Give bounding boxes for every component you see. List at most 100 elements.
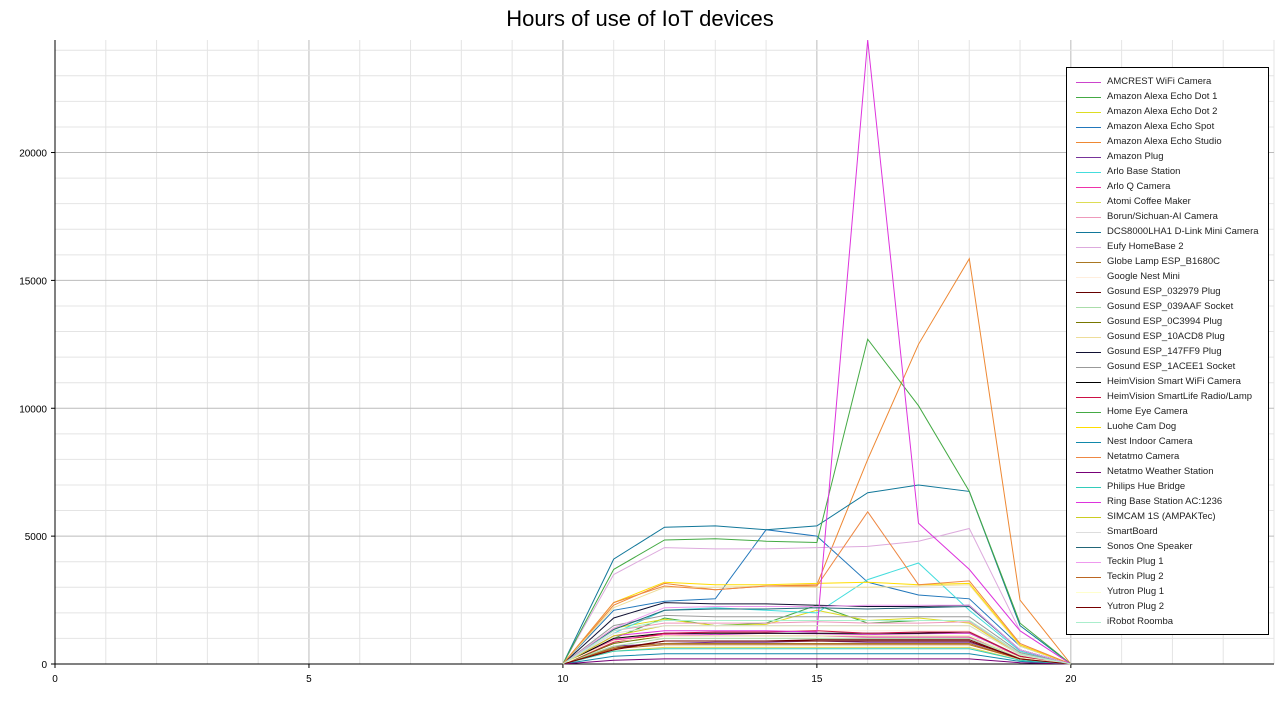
series-line: [562, 562, 1071, 665]
legend-item: Atomi Coffee Maker: [1067, 195, 1267, 210]
series-line: [562, 646, 1071, 665]
x-tick-label: 0: [52, 674, 58, 685]
legend-label: SmartBoard: [1107, 526, 1158, 537]
legend-label: iRobot Roomba: [1107, 616, 1174, 627]
series-lines: [562, 39, 1072, 665]
series-line: [562, 39, 1072, 665]
legend-label: Gosund ESP_1ACEE1 Socket: [1107, 361, 1236, 372]
series-line: [562, 614, 1071, 665]
legend-item: Netatmo Weather Station: [1067, 465, 1267, 480]
legend-item: Sonos One Speaker: [1067, 540, 1267, 555]
legend-swatch: [1076, 247, 1101, 248]
y-tick-label: 5000: [25, 532, 48, 543]
legend-label: Gosund ESP_10ACD8 Plug: [1107, 331, 1225, 342]
legend-label: Borun/Sichuan-AI Camera: [1107, 211, 1218, 222]
series-line: [562, 635, 1071, 665]
legend-item: Globe Lamp ESP_B1680C: [1067, 255, 1267, 270]
legend-label: Gosund ESP_0C3994 Plug: [1107, 316, 1223, 327]
legend-label: Yutron Plug 2: [1107, 601, 1165, 612]
legend-item: Amazon Alexa Echo Dot 1: [1067, 90, 1267, 105]
legend-swatch: [1076, 487, 1101, 488]
legend-item: Teckin Plug 1: [1067, 555, 1267, 570]
legend-item: Luohe Cam Dog: [1067, 420, 1267, 435]
series-line: [562, 621, 1071, 665]
legend-swatch: [1076, 442, 1101, 443]
series-line: [562, 605, 1071, 665]
legend-swatch: [1076, 142, 1101, 143]
y-tick-label: 15000: [19, 276, 47, 287]
legend-swatch: [1076, 292, 1101, 293]
legend-item: Google Nest Mini: [1067, 270, 1267, 285]
legend-item: AMCREST WiFi Camera: [1067, 75, 1267, 90]
legend-swatch: [1076, 592, 1101, 593]
legend-swatch: [1076, 427, 1101, 428]
legend-swatch: [1076, 382, 1101, 383]
legend-label: Arlo Q Camera: [1107, 181, 1171, 192]
legend-swatch: [1076, 112, 1101, 113]
series-line: [562, 637, 1071, 665]
legend-label: Amazon Plug: [1107, 151, 1164, 162]
legend-swatch: [1076, 262, 1101, 263]
legend-label: Amazon Alexa Echo Dot 2: [1107, 106, 1218, 117]
legend-swatch: [1076, 532, 1101, 533]
legend-label: Philips Hue Bridge: [1107, 481, 1186, 492]
legend-item: Teckin Plug 2: [1067, 570, 1267, 585]
legend-label: Teckin Plug 2: [1107, 571, 1164, 582]
legend-label: Gosund ESP_032979 Plug: [1107, 286, 1221, 297]
legend-swatch: [1076, 607, 1101, 608]
legend-item: SmartBoard: [1067, 525, 1267, 540]
legend-label: AMCREST WiFi Camera: [1107, 76, 1212, 87]
legend-item: Home Eye Camera: [1067, 405, 1267, 420]
legend-item: Yutron Plug 1: [1067, 585, 1267, 600]
tick-labels: 0 5 10 15 20 0 5000 10000 15000 20000: [19, 149, 1077, 685]
chart-title: Hours of use of IoT devices: [506, 6, 774, 31]
legend-item: Gosund ESP_1ACEE1 Socket: [1067, 360, 1267, 375]
legend-label: HeimVision SmartLife Radio/Lamp: [1107, 391, 1253, 402]
legend-swatch: [1076, 307, 1101, 308]
legend-item: DCS8000LHA1 D-Link Mini Camera: [1067, 225, 1267, 240]
legend-swatch: [1076, 502, 1101, 503]
legend-item: Amazon Alexa Echo Dot 2: [1067, 105, 1267, 120]
legend-label: Amazon Alexa Echo Spot: [1107, 121, 1215, 132]
legend-item: Gosund ESP_147FF9 Plug: [1067, 345, 1267, 360]
legend-label: Arlo Base Station: [1107, 166, 1181, 177]
series-line: [562, 648, 1071, 665]
legend-item: HeimVision Smart WiFi Camera: [1067, 375, 1267, 390]
series-line: [562, 643, 1071, 665]
legend-label: Netatmo Camera: [1107, 451, 1180, 462]
legend-label: Google Nest Mini: [1107, 271, 1180, 282]
y-tick-label: 0: [41, 660, 47, 671]
legend-swatch: [1076, 322, 1101, 323]
legend-label: Amazon Alexa Echo Studio: [1107, 136, 1222, 147]
legend-swatch: [1076, 202, 1101, 203]
series-line: [562, 338, 1072, 665]
legend-swatch: [1076, 412, 1101, 413]
legend-swatch: [1076, 562, 1101, 563]
legend-label: Teckin Plug 1: [1107, 556, 1164, 567]
legend-item: Nest Indoor Camera: [1067, 435, 1267, 450]
legend-item: Eufy HomeBase 2: [1067, 240, 1267, 255]
x-tick-label: 15: [811, 674, 823, 685]
series-line: [562, 653, 1071, 665]
legend-item: Amazon Alexa Echo Studio: [1067, 135, 1267, 150]
legend-item: Arlo Q Camera: [1067, 180, 1267, 195]
legend-label: SIMCAM 1S (AMPAKTec): [1107, 511, 1216, 522]
series-line: [562, 640, 1071, 665]
legend: AMCREST WiFi Camera Amazon Alexa Echo Dot…: [1066, 67, 1269, 635]
series-line: [562, 620, 1071, 665]
legend-swatch: [1076, 352, 1101, 353]
legend-item: Arlo Base Station: [1067, 165, 1267, 180]
series-line: [562, 581, 1071, 665]
legend-swatch: [1076, 187, 1101, 188]
legend-label: Sonos One Speaker: [1107, 541, 1193, 552]
legend-label: Amazon Alexa Echo Dot 1: [1107, 91, 1218, 102]
y-tick-label: 20000: [19, 149, 47, 160]
legend-label: HeimVision Smart WiFi Camera: [1107, 376, 1241, 387]
legend-label: Ring Base Station AC:1236: [1107, 496, 1223, 507]
legend-swatch: [1076, 337, 1101, 338]
legend-item: Amazon Alexa Echo Spot: [1067, 120, 1267, 135]
legend-swatch: [1076, 517, 1101, 518]
series-line: [562, 584, 1071, 665]
y-tick-label: 10000: [19, 404, 47, 415]
series-line: [562, 658, 1071, 665]
